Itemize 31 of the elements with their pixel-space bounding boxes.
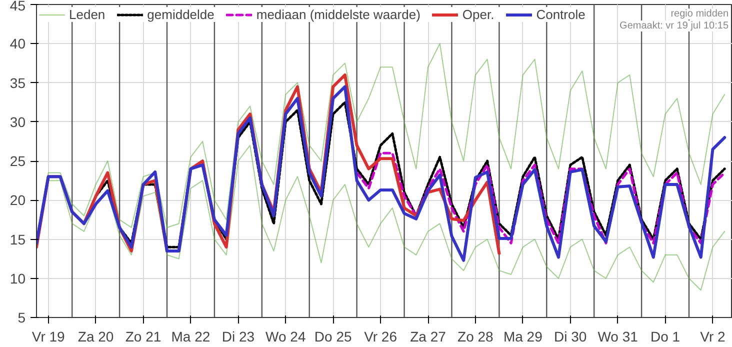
y-tick-label: 45 — [10, 0, 26, 14]
x-tick-label: Di 30 — [554, 328, 587, 344]
x-tick-label: Ma 29 — [503, 328, 543, 344]
x-tick-label: Za 20 — [78, 328, 114, 344]
x-tick-label: Do 25 — [314, 328, 352, 344]
x-tick-label: Vr 19 — [32, 328, 66, 344]
x-tick-label: Za 27 — [410, 328, 446, 344]
y-tick-label: 30 — [10, 114, 26, 130]
x-tick-label: Zo 21 — [125, 328, 162, 344]
y-tick-label: 25 — [10, 153, 26, 169]
legend-label: mediaan (middelste waarde) — [256, 7, 420, 22]
legend-label: Oper. — [462, 7, 494, 22]
y-tick-label: 35 — [10, 74, 26, 91]
x-tick-label: Wo 24 — [266, 328, 306, 344]
x-tick-label: Do 1 — [650, 328, 680, 344]
y-tick-label: 15 — [10, 231, 26, 248]
y-tick-label: 5 — [18, 310, 26, 326]
legend-label: gemiddelde — [147, 7, 214, 22]
x-tick-label: Vr 2 — [700, 328, 726, 344]
x-tick-label: Wo 31 — [598, 328, 638, 344]
annotation: regio midden — [670, 8, 728, 20]
x-tick-label: Zo 28 — [458, 328, 494, 344]
y-tick-label: 10 — [10, 270, 26, 286]
y-tick-label: 20 — [10, 192, 26, 208]
y-tick-label: 40 — [10, 36, 26, 52]
x-tick-label: Ma 22 — [171, 328, 210, 344]
x-tick-label: Vr 26 — [364, 328, 398, 344]
legend-label: Leden — [69, 7, 106, 22]
legend-label: Controle — [536, 7, 586, 22]
annotation: Gemaakt: vr 19 jul 10:15 — [620, 20, 729, 32]
x-tick-label: Di 23 — [222, 328, 255, 344]
